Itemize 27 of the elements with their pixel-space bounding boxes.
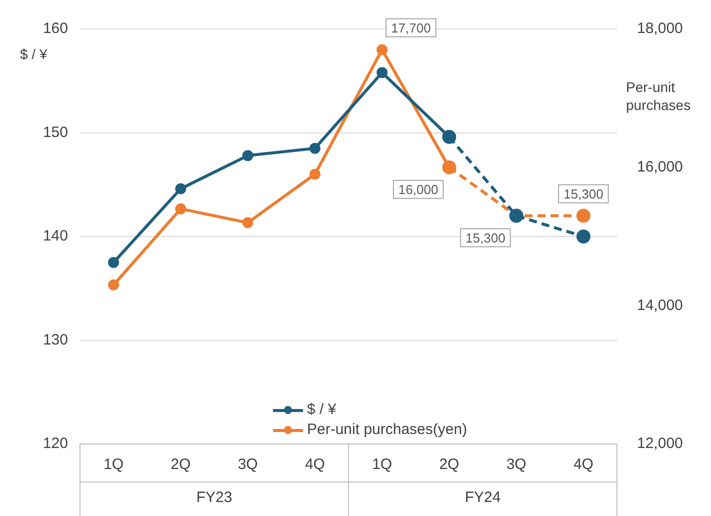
x-tick-label: 3Q [238, 456, 258, 474]
x-tick-label: 4Q [573, 456, 594, 474]
x-tick-label: 1Q [372, 456, 392, 474]
x-tick-label: 1Q [104, 456, 124, 474]
y2-axis-title: Per-unit purchases [626, 78, 692, 114]
x-tick-label: 2Q [170, 456, 191, 474]
legend-label: Per-unit purchases(yen) [307, 420, 468, 440]
y2-tick-label: 18,000 [637, 20, 683, 38]
y-tick-label: 160 [42, 20, 68, 38]
y-tick-label: 120 [42, 435, 68, 452]
y-axis-title: $ / ¥ [20, 46, 48, 62]
y-tick-label: 150 [42, 124, 68, 141]
x-tick-label: 4Q [304, 456, 325, 474]
y2-tick-label: 12,000 [637, 435, 683, 452]
y2-tick-label: 16,000 [637, 158, 683, 176]
y-tick-label: 130 [42, 331, 68, 348]
data-label: 17,700 [391, 20, 431, 36]
data-label: 15,300 [564, 186, 604, 202]
legend-label: $ / ¥ [307, 400, 336, 420]
y-tick-label: 140 [42, 228, 68, 245]
data-label: 16,000 [398, 182, 438, 197]
data-label: 15,300 [466, 230, 506, 246]
text: FY24 [464, 489, 501, 506]
x-tick-label: 2Q [439, 456, 460, 474]
y2-tick-label: 14,000 [637, 296, 683, 314]
text: FY23 [196, 489, 232, 506]
x-tick-label: 3Q [506, 456, 526, 474]
